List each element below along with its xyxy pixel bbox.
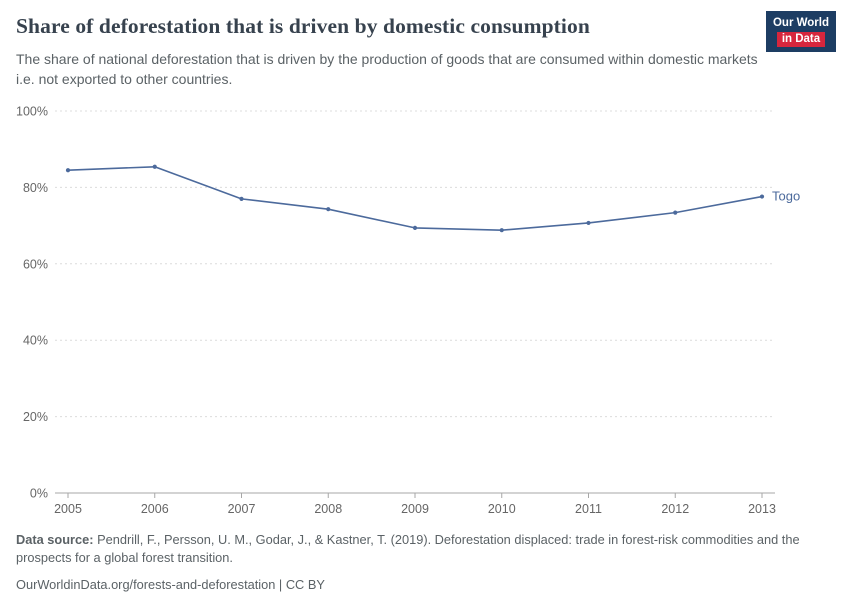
y-tick-label: 60% <box>23 257 48 271</box>
line-chart: 0% 20% 40% 60% 80% 100% 2005 2006 2007 2008 2009 20… <box>0 95 850 525</box>
chart-footer: Data source: Pendrill, F., Persson, U. M… <box>16 531 806 594</box>
series-end-label: Togo <box>772 189 800 204</box>
x-tick-label: 2006 <box>141 502 169 516</box>
x-tick-label: 2005 <box>54 502 82 516</box>
x-tick-label: 2007 <box>228 502 256 516</box>
data-point <box>326 207 331 212</box>
data-point <box>499 228 504 233</box>
owid-logo-line1: Our World <box>772 17 829 29</box>
y-tick-label: 40% <box>23 334 48 348</box>
y-tick-label: 20% <box>23 410 48 424</box>
x-tick-label: 2009 <box>401 502 429 516</box>
license-link[interactable]: OurWorldinData.org/forests-and-deforesta… <box>16 576 325 592</box>
x-tick-label: 2013 <box>748 502 776 516</box>
data-point <box>239 196 244 201</box>
chart-subtitle: The share of national deforestation that… <box>16 51 758 87</box>
y-tick-label: 100% <box>16 105 48 119</box>
data-point <box>586 220 591 226</box>
data-source-text: Pendrill, F., Persson, U. M., Godar, J.,… <box>16 532 800 565</box>
owid-logo-line2: in Data <box>776 31 826 48</box>
data-point <box>152 164 157 169</box>
x-tick-label: 2010 <box>488 502 516 516</box>
owid-logo: Our World in Data <box>765 11 836 53</box>
data-point <box>673 210 678 215</box>
x-tick-label: 2011 <box>575 502 602 516</box>
x-tick-label: 2012 <box>661 502 689 516</box>
data-point <box>759 194 765 199</box>
x-tick-label: 2008 <box>314 502 342 516</box>
data-source-label: Data source: <box>16 532 94 547</box>
data-point <box>412 225 418 230</box>
chart-svg: 0% 20% 40% 60% 80% 100% 2005 2006 2007 2008 2009 20… <box>16 105 800 517</box>
y-tick-label: 80% <box>23 181 48 195</box>
series-line <box>67 165 763 231</box>
page-title: Share of deforestation that is driven by… <box>16 14 590 38</box>
data-point <box>65 168 71 173</box>
y-tick-label: 0% <box>30 487 48 501</box>
